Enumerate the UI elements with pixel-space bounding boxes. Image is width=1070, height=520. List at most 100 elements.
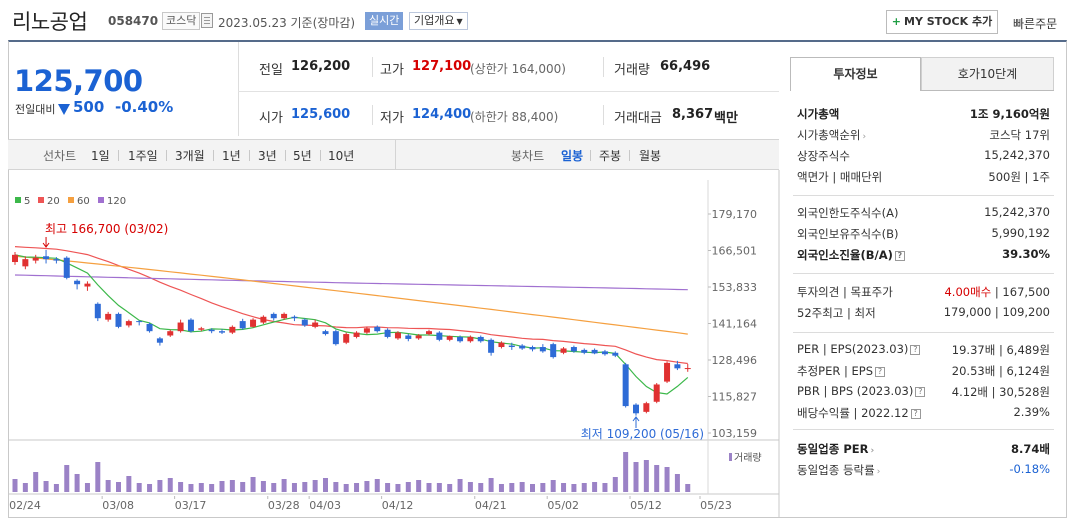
help-icon[interactable]: ?: [875, 367, 886, 377]
info-row-value: -0.18%: [1009, 462, 1050, 476]
candle-body: [488, 339, 495, 353]
divider: [249, 150, 250, 161]
low-label: 저가: [380, 111, 404, 126]
volume-bar: [354, 483, 360, 492]
quick-order-button[interactable]: 빠른주문: [1013, 17, 1058, 31]
tab-1y[interactable]: 1년: [222, 149, 241, 163]
candle-body: [446, 336, 453, 340]
tab-1d[interactable]: 1일: [91, 149, 110, 163]
tab-1w[interactable]: 1주일: [128, 149, 158, 163]
tab-weekly[interactable]: 주봉: [599, 149, 622, 163]
candle-body: [156, 338, 163, 343]
help-icon[interactable]: ?: [894, 251, 905, 261]
candle-body: [674, 364, 681, 369]
realtime-button[interactable]: 실시간: [365, 12, 404, 30]
info-row-label[interactable]: 시가총액순위 ›: [797, 128, 867, 142]
candle-body: [312, 322, 319, 327]
volume-bar: [43, 481, 49, 492]
tab-3y[interactable]: 3년: [258, 149, 277, 163]
candle-body: [136, 321, 143, 323]
info-row-value: 8.74배: [1011, 442, 1050, 456]
info-row-label: PER | EPS(2023.03)?: [797, 342, 921, 356]
tab-invest-info[interactable]: 투자정보: [790, 57, 921, 91]
y-tick-label: 115,827: [712, 391, 758, 404]
volume-bar: [219, 481, 225, 492]
candle-body: [115, 313, 122, 327]
y-tick-label: 141,164: [712, 318, 758, 331]
x-tick-label: 04/21: [475, 499, 507, 512]
info-row-label: 외국인보유주식수(B): [797, 227, 899, 241]
volume-bar: [561, 483, 567, 492]
volume-bar: [550, 480, 556, 492]
trade-amount-label: 거래대금: [614, 111, 662, 126]
volume-bar: [478, 483, 484, 492]
info-row-label[interactable]: 동일업종 등락률 ›: [797, 463, 881, 477]
divider: [793, 429, 1054, 430]
volume-bar: [271, 483, 277, 492]
volume-bar: [291, 483, 297, 492]
x-tick-label: 05/12: [630, 499, 662, 512]
candle-body: [146, 323, 153, 332]
volume-bar: [654, 465, 660, 492]
volume-bar: [116, 482, 121, 492]
volume-bar: [664, 467, 670, 492]
company-overview-dropdown[interactable]: 기업개요 ▼: [409, 12, 468, 30]
divider: [395, 139, 396, 170]
help-icon[interactable]: ?: [915, 387, 926, 397]
tab-3m[interactable]: 3개월: [175, 149, 205, 163]
candle-body: [301, 319, 308, 326]
trade-amount-unit: 백만: [714, 111, 738, 126]
volume-bar: [385, 483, 391, 492]
company-name[interactable]: 리노공업: [12, 10, 88, 34]
tab-order-book[interactable]: 호가10단계: [921, 57, 1054, 91]
my-stock-add-button[interactable]: + MY STOCK 추가: [886, 10, 998, 34]
plus-icon: +: [891, 15, 902, 28]
volume-bar: [74, 474, 80, 492]
candle-body: [167, 331, 174, 336]
candle-body: [53, 259, 60, 261]
lower-limit: (하한가 88,400): [470, 110, 559, 124]
divider: [372, 57, 373, 77]
volume-bar: [312, 480, 318, 492]
divider: [793, 273, 1054, 274]
info-row-label: 시가총액: [797, 107, 840, 121]
volume-bar: [643, 460, 649, 492]
volume-bar: [240, 482, 246, 492]
y-tick-label: 166,501: [712, 245, 758, 258]
tab-monthly[interactable]: 월봉: [639, 149, 662, 163]
document-icon[interactable]: [201, 13, 213, 28]
market-badge: 코스닥: [162, 12, 201, 30]
open-label: 시가: [259, 111, 283, 126]
y-tick-label: 179,170: [712, 208, 758, 221]
tab-5y[interactable]: 5년: [293, 149, 312, 163]
candle-body: [270, 313, 277, 319]
candle-body: [498, 342, 505, 348]
current-price: 125,700: [14, 64, 143, 98]
candle-body: [477, 336, 484, 342]
tab-daily[interactable]: 일봉: [561, 149, 584, 163]
volume-bar: [343, 484, 349, 492]
max-price-label: 최고 166,700 (03/02): [45, 222, 168, 236]
info-row-label[interactable]: 동일업종 PER ›: [797, 442, 875, 456]
down-triangle-icon: [58, 104, 70, 115]
x-tick-label: 02/24: [9, 499, 41, 512]
legend-swatch: [98, 197, 104, 203]
help-icon[interactable]: ?: [910, 409, 921, 419]
volume-bar: [126, 476, 132, 492]
tab-10y[interactable]: 10년: [328, 149, 355, 163]
legend-swatch: [68, 197, 74, 203]
main-frame: [8, 40, 1067, 518]
divider: [590, 150, 591, 161]
opinion-value: 4.00매수: [944, 285, 992, 299]
candle-body: [353, 332, 360, 337]
candle-body: [560, 348, 567, 353]
candle-body: [74, 280, 81, 285]
candle-body: [363, 328, 370, 333]
help-icon[interactable]: ?: [910, 345, 921, 355]
min-arrow-head: [632, 416, 640, 422]
divider: [372, 105, 373, 125]
x-tick-label: 05/23: [700, 499, 732, 512]
change-percent: -0.40%: [115, 98, 174, 116]
candle-body: [219, 331, 225, 333]
